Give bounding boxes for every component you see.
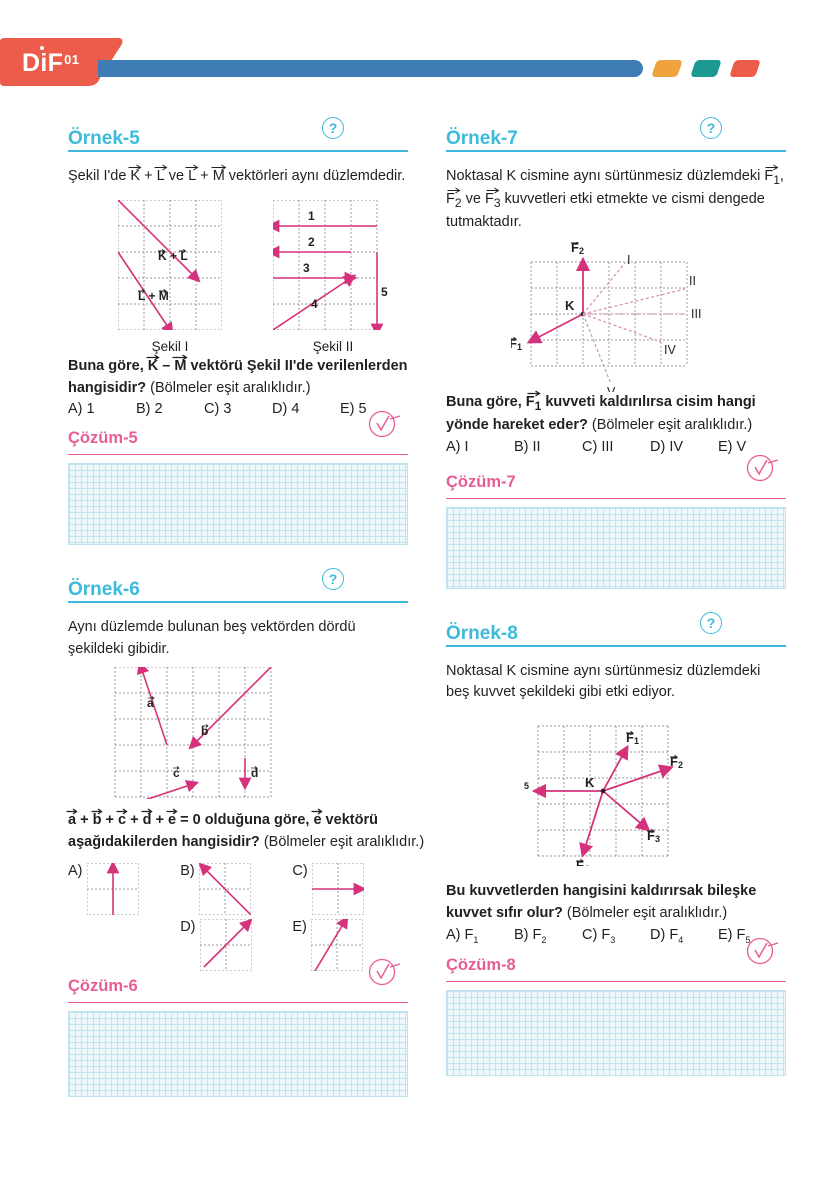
svg-text:3: 3 (303, 261, 310, 275)
svg-text:F5: F5 (524, 775, 529, 791)
svg-text:I: I (627, 253, 630, 267)
svg-text:F2: F2 (571, 242, 584, 256)
svg-text:V: V (607, 385, 616, 392)
svg-text:F1: F1 (511, 336, 522, 352)
svg-text:K: K (585, 775, 595, 790)
svg-text:IV: IV (664, 343, 676, 357)
svg-text:II: II (689, 274, 696, 288)
svg-text:5: 5 (381, 285, 388, 299)
svg-text:III: III (691, 307, 701, 321)
svg-text:F4: F4 (576, 858, 589, 866)
svg-text:2: 2 (308, 235, 315, 249)
svg-text:1: 1 (308, 209, 315, 223)
svg-text:4: 4 (311, 297, 318, 311)
svg-text:K: K (565, 298, 575, 313)
